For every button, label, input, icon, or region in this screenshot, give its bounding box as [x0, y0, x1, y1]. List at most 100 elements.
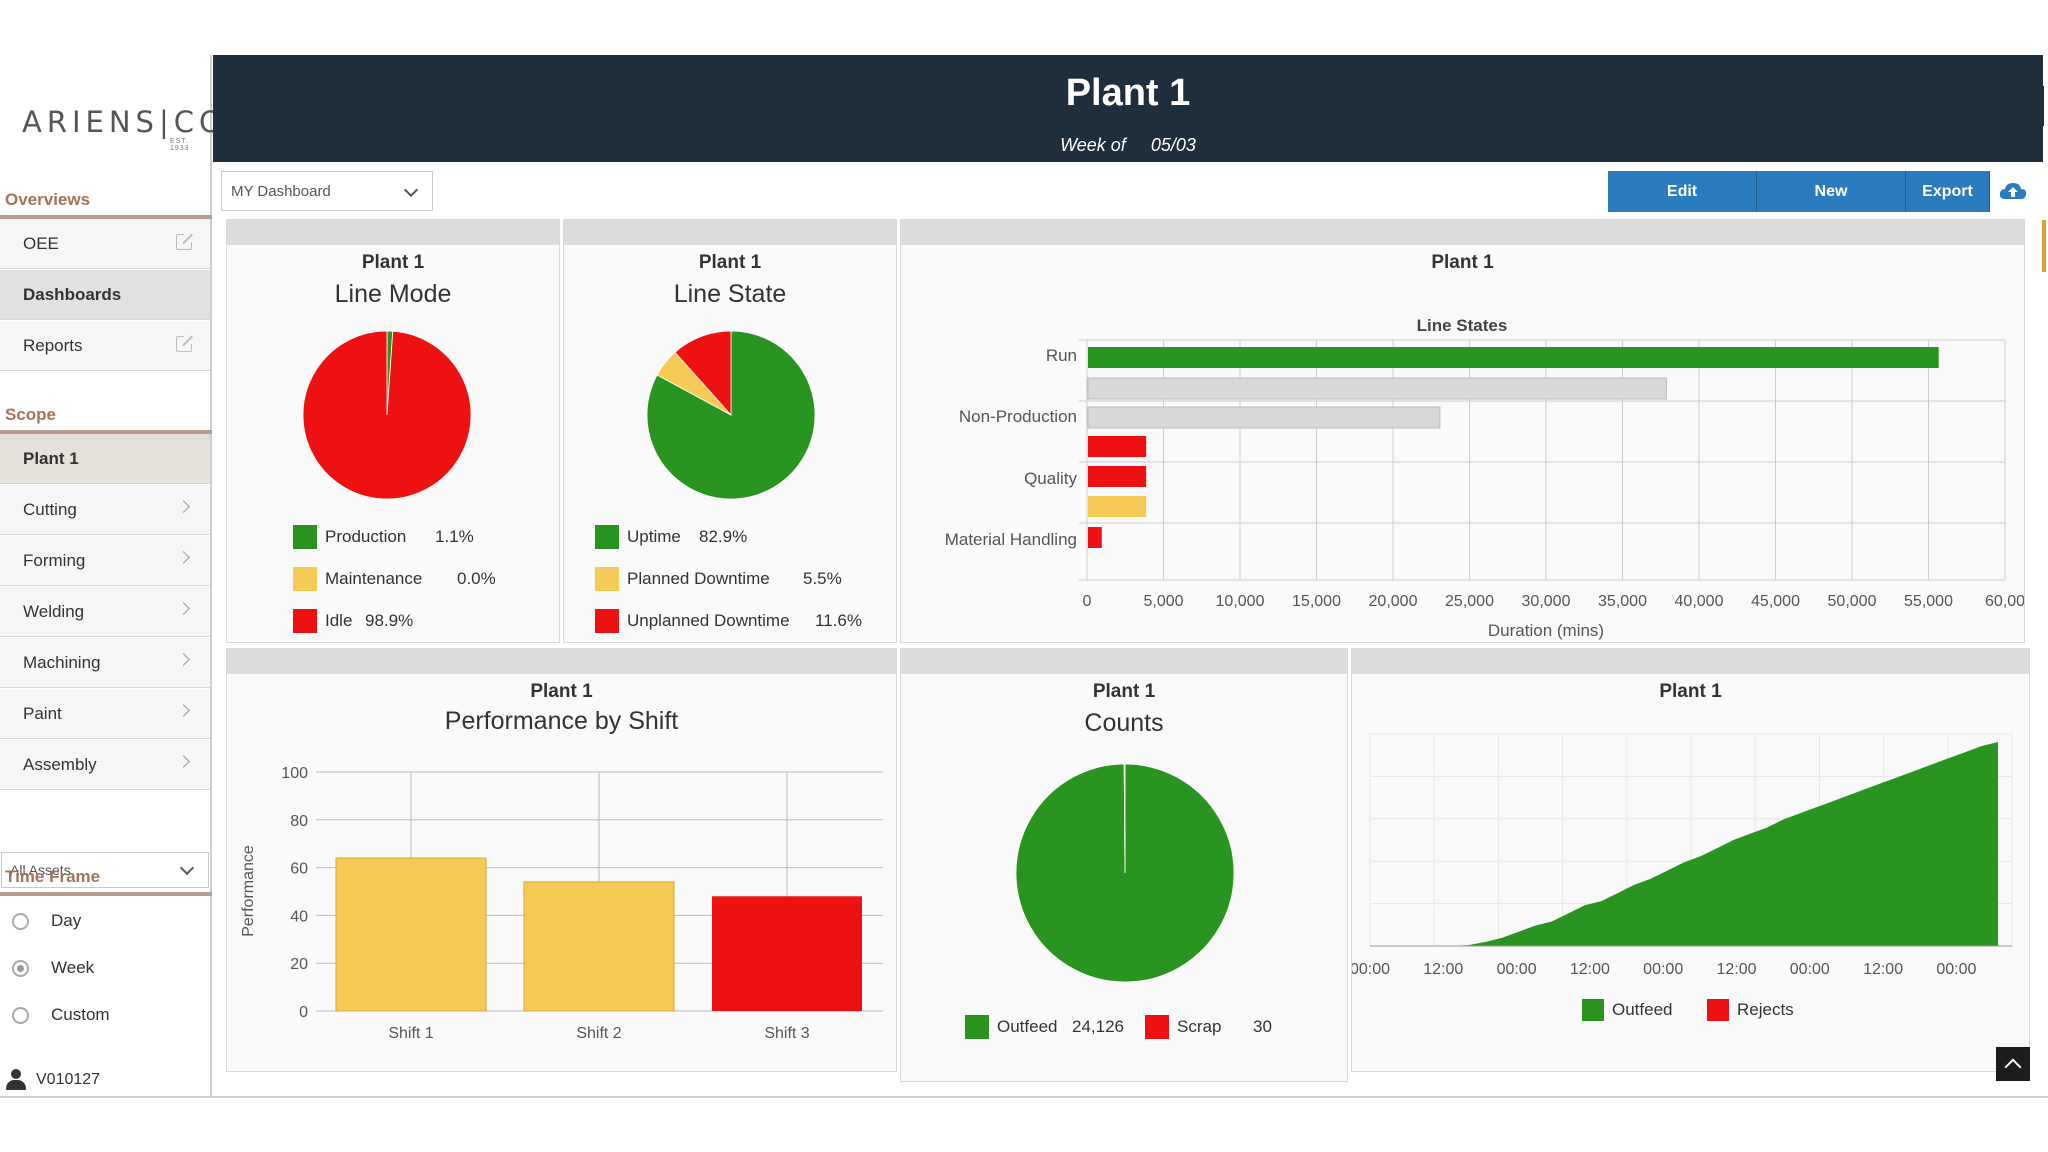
logo-subtext: EST. 1933 [170, 138, 190, 152]
timeframe-option-day[interactable]: Day [12, 908, 81, 934]
line-mode-panel: Plant 1 Line Mode Production 1.1% Mainte… [226, 219, 560, 643]
overviews-divider [0, 215, 212, 219]
sidebar-item-label: Paint [23, 703, 62, 723]
x-tick-label: 15,000 [1292, 593, 1341, 610]
bar [1088, 347, 1939, 368]
x-tick-label: 25,000 [1445, 593, 1494, 610]
x-category-label: Shift 1 [388, 1025, 433, 1042]
overviews-section-title: Overviews [5, 190, 91, 209]
edit-button[interactable]: Edit [1608, 171, 1757, 212]
x-tick-label: 20,000 [1369, 593, 1418, 610]
asset-select-value: All Assets [10, 862, 71, 878]
radio-button[interactable] [12, 959, 29, 977]
panel-header-bar[interactable] [227, 649, 896, 674]
timeframe-option-week[interactable]: Week [12, 955, 94, 981]
export-button[interactable]: Export [1906, 171, 1990, 212]
sidebar-item-cutting[interactable]: Cutting [0, 485, 210, 535]
panel-header-bar[interactable] [901, 220, 2024, 245]
legend-item-outfeed: Outfeed [1582, 999, 1712, 1021]
radio-button[interactable] [12, 912, 29, 930]
y-tick-label: 40 [290, 908, 308, 925]
week-line: Week of 05/03 [213, 135, 2043, 156]
bar [335, 857, 487, 1012]
chevron-right-icon [177, 602, 190, 615]
external-link-icon [176, 233, 193, 250]
bar [523, 881, 675, 1012]
legend-value: 11.6% [815, 611, 862, 630]
legend-label: Outfeed [997, 1017, 1058, 1036]
sidebar-item-machining[interactable]: Machining [0, 638, 210, 688]
panel-header-bar[interactable] [901, 649, 1347, 674]
week-label: Week of [1060, 135, 1126, 155]
dashboard-select[interactable]: MY Dashboard [221, 171, 433, 211]
sidebar-item-reports[interactable]: Reports [0, 321, 210, 371]
legend-item-rejects: Rejects [1707, 999, 1794, 1021]
panel-plant-title: Plant 1 [1659, 681, 1722, 702]
x-tick-label: 00:00 [1497, 961, 1537, 978]
sidebar-item-assembly[interactable]: Assembly [0, 740, 210, 790]
sidebar-item-dashboards[interactable]: Dashboards [0, 270, 210, 320]
legend-label: Idle [325, 611, 353, 630]
sidebar-item-oee[interactable]: OEE [0, 219, 210, 269]
legend-label: Unplanned Downtime [627, 611, 790, 630]
sidebar-item-label: Assembly [23, 754, 97, 774]
y-category-label: Quality [1024, 469, 1077, 488]
legend-label: Maintenance [325, 569, 423, 588]
chevron-down-icon [403, 182, 419, 198]
legend-label: Outfeed [1612, 1000, 1673, 1019]
panel-chart-title: Line State [673, 280, 787, 308]
y-tick-label: 20 [290, 956, 308, 973]
x-category-label: Shift 2 [576, 1025, 621, 1042]
legend-value: 1.1% [435, 527, 474, 546]
legend-swatch [965, 1015, 989, 1039]
sidebar-item-welding[interactable]: Welding [0, 587, 210, 637]
page-header: Plant 1 Week of 05/03 [213, 55, 2043, 162]
sidebar-item-label: Forming [23, 550, 86, 570]
sidebar-item-label: OEE [23, 233, 59, 253]
asset-select[interactable]: All Assets [1, 852, 209, 888]
legend-swatch [293, 609, 317, 633]
x-tick-label: 00:00 [1936, 961, 1976, 978]
legend-value: 0.0% [457, 569, 496, 588]
sidebar-item-forming[interactable]: Forming [0, 536, 210, 586]
legend-item-scrap: Scrap 30 [1145, 1015, 1272, 1039]
bar [1088, 466, 1147, 487]
legend-label: Production [325, 527, 407, 546]
x-tick-label: 12:00 [1716, 961, 1756, 978]
legend-item-unplanned-downtime: Unplanned Downtime 11.6% [595, 609, 862, 633]
timeframe-option-custom[interactable]: Custom [12, 1002, 110, 1028]
bar [1088, 436, 1147, 457]
sidebar-item-paint[interactable]: Paint [0, 689, 210, 739]
panel-header-bar[interactable] [227, 220, 559, 245]
bar [1088, 527, 1102, 548]
x-tick-label: 40,000 [1675, 593, 1724, 610]
sidebar-item-label: Plant 1 [23, 448, 79, 468]
sidebar-item-label: Cutting [23, 499, 77, 519]
radio-button[interactable] [12, 1006, 29, 1024]
x-tick-label: 12:00 [1423, 961, 1463, 978]
panel-header-bar[interactable] [564, 220, 896, 245]
legend-value: 98.9% [365, 611, 414, 630]
x-tick-label: 35,000 [1598, 593, 1647, 610]
sidebar-item-plant-1[interactable]: Plant 1 [0, 434, 210, 484]
chevron-right-icon [177, 704, 190, 717]
legend-item-planned-downtime: Planned Downtime 5.5% [595, 567, 842, 591]
scroll-to-top-button[interactable] [1996, 1047, 2030, 1081]
y-category-label: Non-Production [959, 407, 1077, 426]
external-link-icon [176, 335, 193, 352]
line-mode-pie-chart [302, 330, 472, 500]
panel-header-bar[interactable] [1352, 649, 2029, 674]
sidebar-item-label: Welding [23, 601, 85, 621]
scope-divider [0, 430, 212, 434]
legend-swatch [293, 567, 317, 591]
chevron-right-icon [177, 551, 190, 564]
radio-label: Custom [51, 1005, 110, 1024]
chevron-down-icon [179, 860, 195, 876]
bar [1087, 377, 1667, 400]
x-tick-label: 00:00 [1643, 961, 1683, 978]
bar [1088, 496, 1147, 517]
sidebar-item-label: Machining [23, 652, 101, 672]
current-user[interactable]: V010127 [6, 1067, 100, 1093]
new-button[interactable]: New [1757, 171, 1906, 212]
cloud-upload-icon[interactable] [1999, 181, 2027, 201]
